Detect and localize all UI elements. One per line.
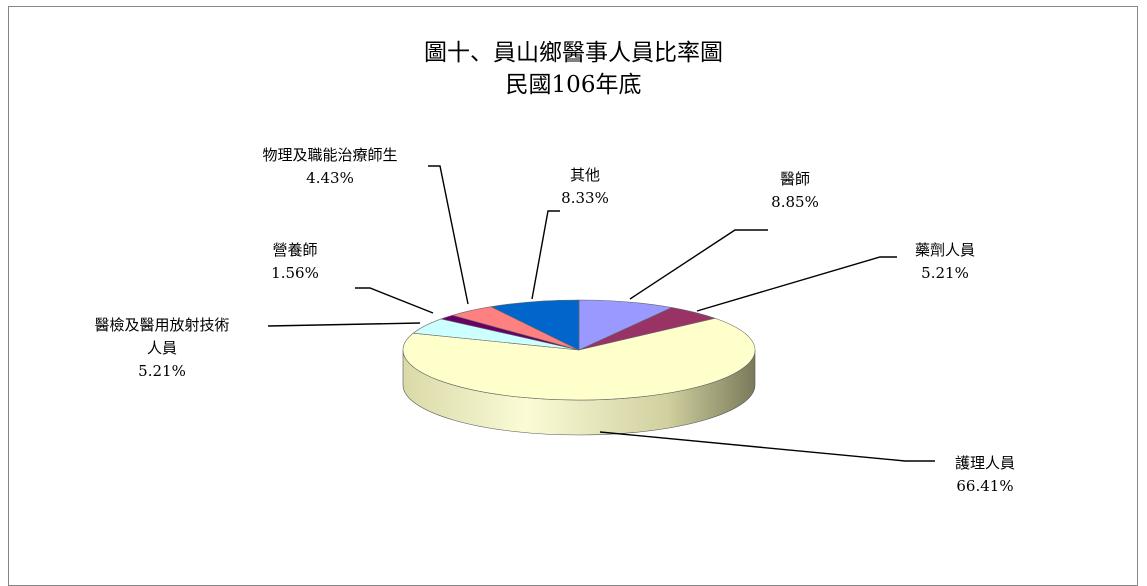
slice-label-4: 醫檢及醫用放射技術: [94, 316, 229, 334]
slice-value-1: 8.85%: [771, 193, 819, 211]
slice-label-3: 護理人員: [955, 454, 1015, 472]
leader-line-2: [696, 256, 897, 312]
pie-slice-7: [490, 299, 580, 351]
slice-label-6: 物理及職能治療師生: [262, 146, 397, 164]
leader-line-4: [267, 322, 421, 327]
leader-line-7: [531, 210, 560, 300]
slice-label-7: 其他: [570, 166, 600, 184]
pie-slice-3: [402, 317, 756, 401]
slice-value-4: 5.21%: [138, 362, 186, 380]
pie-slice-1: [578, 299, 673, 351]
slice-label-4: 人員: [147, 339, 177, 357]
chart-subtitle: 民國106年底: [505, 72, 642, 98]
pie-slices: [402, 299, 756, 401]
slice-value-2: 5.21%: [921, 264, 969, 282]
chart-title: 圖十、員山鄉醫事人員比率圖: [424, 40, 723, 66]
leader-lines: [267, 165, 935, 462]
leader-line-5: [355, 287, 434, 314]
slice-label-1: 醫師: [780, 170, 810, 188]
slice-label-5: 營養師: [272, 241, 317, 259]
slice-value-7: 8.33%: [561, 189, 609, 207]
slice-label-2: 藥劑人員: [915, 241, 975, 259]
chart-frame: [8, 6, 1138, 586]
slice-value-3: 66.41%: [956, 477, 1013, 495]
leader-line-1: [629, 229, 768, 300]
slice-value-6: 4.43%: [306, 169, 354, 187]
leader-line-6: [428, 165, 469, 305]
leader-line-3: [599, 431, 935, 462]
slice-value-5: 1.56%: [271, 264, 319, 282]
